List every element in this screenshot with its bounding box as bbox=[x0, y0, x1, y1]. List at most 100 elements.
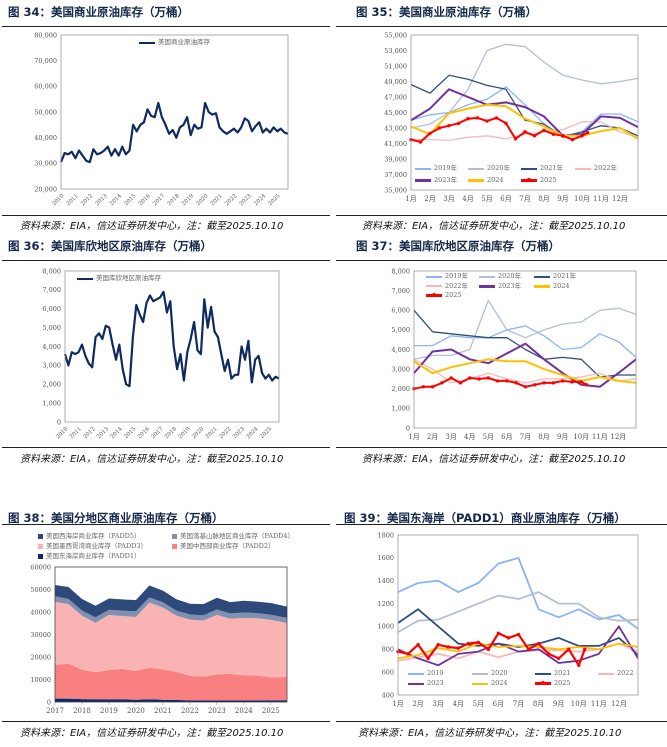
data-point-marker bbox=[560, 379, 565, 383]
data-point-marker bbox=[523, 385, 528, 389]
data-point-marker bbox=[494, 116, 499, 120]
legend-swatch-line bbox=[479, 275, 495, 278]
x-tick-label: 9月 bbox=[557, 433, 568, 441]
y-tick-label: 3,000 bbox=[391, 365, 410, 373]
chart-4: 0 10000 20000 30000 40000 50000 60000 2017 2018 2… bbox=[30, 563, 288, 715]
legend-swatch-line bbox=[535, 672, 551, 675]
area-series-3 bbox=[55, 596, 287, 623]
legend-item: 美国中西部商业库存（PADD2） bbox=[172, 543, 275, 550]
data-point-marker bbox=[585, 383, 589, 387]
data-point-marker bbox=[466, 117, 470, 121]
line-series-2 bbox=[410, 74, 639, 138]
data-point-marker bbox=[533, 383, 537, 387]
source-note: 资料来源：EIA，信达证券研发中心，注：截至2025.10.10 bbox=[362, 454, 626, 465]
plot-frame bbox=[397, 534, 639, 696]
x-tick-label: 5月 bbox=[481, 195, 492, 203]
legend-item: 2019年 bbox=[426, 273, 468, 280]
data-point-marker bbox=[476, 640, 481, 645]
x-tick-label: 2023 bbox=[232, 426, 246, 440]
legend-swatch-box bbox=[38, 534, 43, 539]
data-point-marker bbox=[570, 137, 575, 142]
x-tick-label: 2024 bbox=[245, 426, 259, 440]
data-point-marker bbox=[577, 663, 581, 667]
legend-swatch-line bbox=[479, 284, 495, 288]
legend-label: 2024 bbox=[553, 281, 570, 290]
data-point-marker bbox=[579, 380, 583, 384]
y-tick-label: 47,000 bbox=[384, 93, 407, 101]
legend-marker bbox=[541, 680, 545, 685]
legend-item: 2021年 bbox=[534, 273, 576, 280]
legend-swatch-line bbox=[521, 167, 537, 170]
legend-label: 美国东海岸商业库存（PADD1） bbox=[46, 552, 141, 560]
x-tick-label: 2月 bbox=[412, 700, 423, 708]
x-tick-label: 2018 bbox=[167, 193, 181, 207]
y-tick-label: 60000 bbox=[30, 563, 51, 571]
legend-label: 2020年 bbox=[487, 164, 511, 172]
data-point-marker bbox=[440, 381, 444, 385]
figure-39-title: 图 39：美国东海岸（PADD1）商业原油库存（万桶） bbox=[344, 511, 626, 525]
y-tick-label: 41,000 bbox=[384, 140, 407, 148]
x-tick-label: 2015 bbox=[123, 426, 137, 440]
data-point-marker bbox=[446, 645, 450, 649]
legend-swatch-line bbox=[468, 167, 484, 170]
x-tick-label: 8月 bbox=[538, 433, 549, 441]
x-tick-label: 2020 bbox=[191, 426, 205, 440]
legend-label: 2022年 bbox=[594, 164, 618, 172]
y-tick-label: 45,000 bbox=[384, 109, 407, 117]
x-tick-label: 2021 bbox=[205, 426, 219, 440]
legend-label: 美国库欣地区原油库存 bbox=[96, 274, 161, 282]
y-tick-label: 43,000 bbox=[384, 124, 407, 132]
y-tick-label: 30,000 bbox=[34, 160, 57, 168]
line-series-6 bbox=[413, 377, 588, 390]
legend-item: 2019年 bbox=[415, 165, 457, 172]
x-tick-label: 2019 bbox=[178, 426, 192, 440]
x-tick-label: 2013 bbox=[96, 426, 110, 440]
legend-item: 2023年 bbox=[479, 282, 521, 290]
x-tick-label: 2012 bbox=[82, 426, 96, 440]
x-tick-label: 4月 bbox=[453, 700, 464, 708]
legend-label: 2024 bbox=[491, 679, 508, 687]
y-tick-label: 80,000 bbox=[34, 31, 57, 39]
chart-2: 0 1,000 2,000 3,000 4,000 5,000 6,000 7,000 8,00… bbox=[42, 267, 280, 440]
data-point-marker bbox=[561, 134, 565, 138]
x-tick-label: 2020 bbox=[127, 707, 145, 715]
x-tick-label: 1月 bbox=[392, 700, 403, 708]
x-tick-label: 2016 bbox=[137, 426, 151, 440]
x-tick-label: 1月 bbox=[405, 195, 416, 203]
plot-frame bbox=[413, 270, 637, 429]
legend-swatch-box bbox=[172, 534, 177, 539]
legend-label: 2021 bbox=[554, 669, 571, 677]
legend-label: 2023 bbox=[427, 679, 444, 687]
data-point-marker bbox=[551, 132, 556, 136]
x-tick-label: 2025 bbox=[259, 426, 273, 440]
x-tick-label: 12月 bbox=[611, 700, 627, 708]
legend-item: 美国墨西哥湾商业库存（PADD3） bbox=[38, 543, 147, 550]
x-tick-label: 11月 bbox=[592, 433, 608, 441]
x-tick-label: 2023 bbox=[208, 707, 226, 715]
legend-swatch-line bbox=[408, 672, 424, 675]
y-tick-label: 4,000 bbox=[42, 343, 61, 351]
legend-label: 2019年 bbox=[445, 272, 469, 280]
legend-item: 2024 bbox=[468, 177, 504, 184]
x-tick-label: 2013 bbox=[95, 193, 109, 207]
line-series-5 bbox=[397, 642, 639, 660]
data-point-marker bbox=[486, 376, 491, 380]
x-tick-label: 2017 bbox=[152, 193, 166, 207]
legend-item: 2020年 bbox=[479, 273, 521, 280]
x-tick-label: 8月 bbox=[538, 195, 549, 203]
legend-item: 2023年 bbox=[415, 177, 457, 184]
x-tick-label: 2021 bbox=[210, 193, 224, 207]
legend-label: 2019 bbox=[427, 669, 444, 677]
legend-item: 2021 bbox=[535, 670, 571, 677]
x-tick-label: 2022 bbox=[218, 426, 232, 440]
x-tick-label: 11月 bbox=[593, 195, 609, 203]
y-tick-label: 49,000 bbox=[384, 78, 407, 86]
x-tick-label: 2019 bbox=[181, 193, 195, 207]
line-series-0 bbox=[397, 557, 639, 630]
legend-label: 美国西海岸商业库存（PADD5） bbox=[46, 532, 141, 540]
line-series-3 bbox=[411, 121, 639, 142]
x-tick-label: 12月 bbox=[612, 195, 628, 203]
figure-34-title: 图 34：美国商业原油库存（万桶） bbox=[8, 5, 190, 19]
data-point-marker bbox=[523, 130, 527, 134]
legend-swatch-line bbox=[415, 179, 431, 182]
